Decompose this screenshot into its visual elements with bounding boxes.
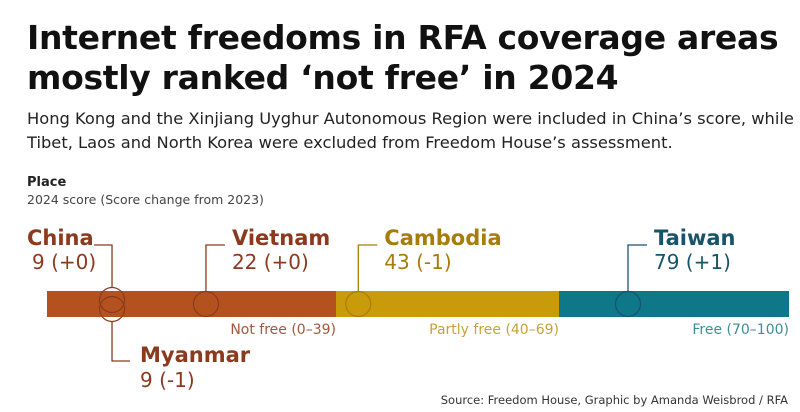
score-label: 9 (-1) bbox=[140, 368, 195, 392]
score-label: 9 (+0) bbox=[32, 250, 96, 274]
leader-line bbox=[94, 244, 113, 288]
place-label: Taiwan bbox=[654, 226, 736, 250]
source-note: Source: Freedom House, Graphic by Amanda… bbox=[440, 393, 788, 407]
band-2 bbox=[559, 291, 789, 317]
band-1 bbox=[336, 291, 559, 317]
score-label: 43 (-1) bbox=[384, 250, 451, 274]
place-label: Myanmar bbox=[140, 343, 251, 367]
band-0 bbox=[47, 291, 336, 317]
band-label: Not free (0–39) bbox=[230, 322, 336, 338]
subtitle: Hong Kong and the Xinjiang Uyghur Autono… bbox=[27, 109, 794, 152]
score-label: 79 (+1) bbox=[654, 250, 731, 274]
leader-line bbox=[357, 244, 378, 292]
place-label: Vietnam bbox=[232, 226, 330, 250]
page-title: Internet freedoms in RFA coverage areas … bbox=[27, 18, 779, 97]
score-label: 22 (+0) bbox=[232, 250, 309, 274]
leader-line bbox=[627, 244, 647, 292]
band-label: Partly free (40–69) bbox=[429, 322, 559, 338]
place-label: China bbox=[27, 226, 94, 250]
band-label: Free (70–100) bbox=[692, 322, 789, 338]
chart-subtitle: 2024 score (Score change from 2023) bbox=[27, 192, 264, 207]
chart-title: Place bbox=[27, 175, 67, 190]
leader-line bbox=[205, 244, 225, 292]
leader-line bbox=[111, 321, 131, 362]
place-label: Cambodia bbox=[384, 226, 501, 250]
